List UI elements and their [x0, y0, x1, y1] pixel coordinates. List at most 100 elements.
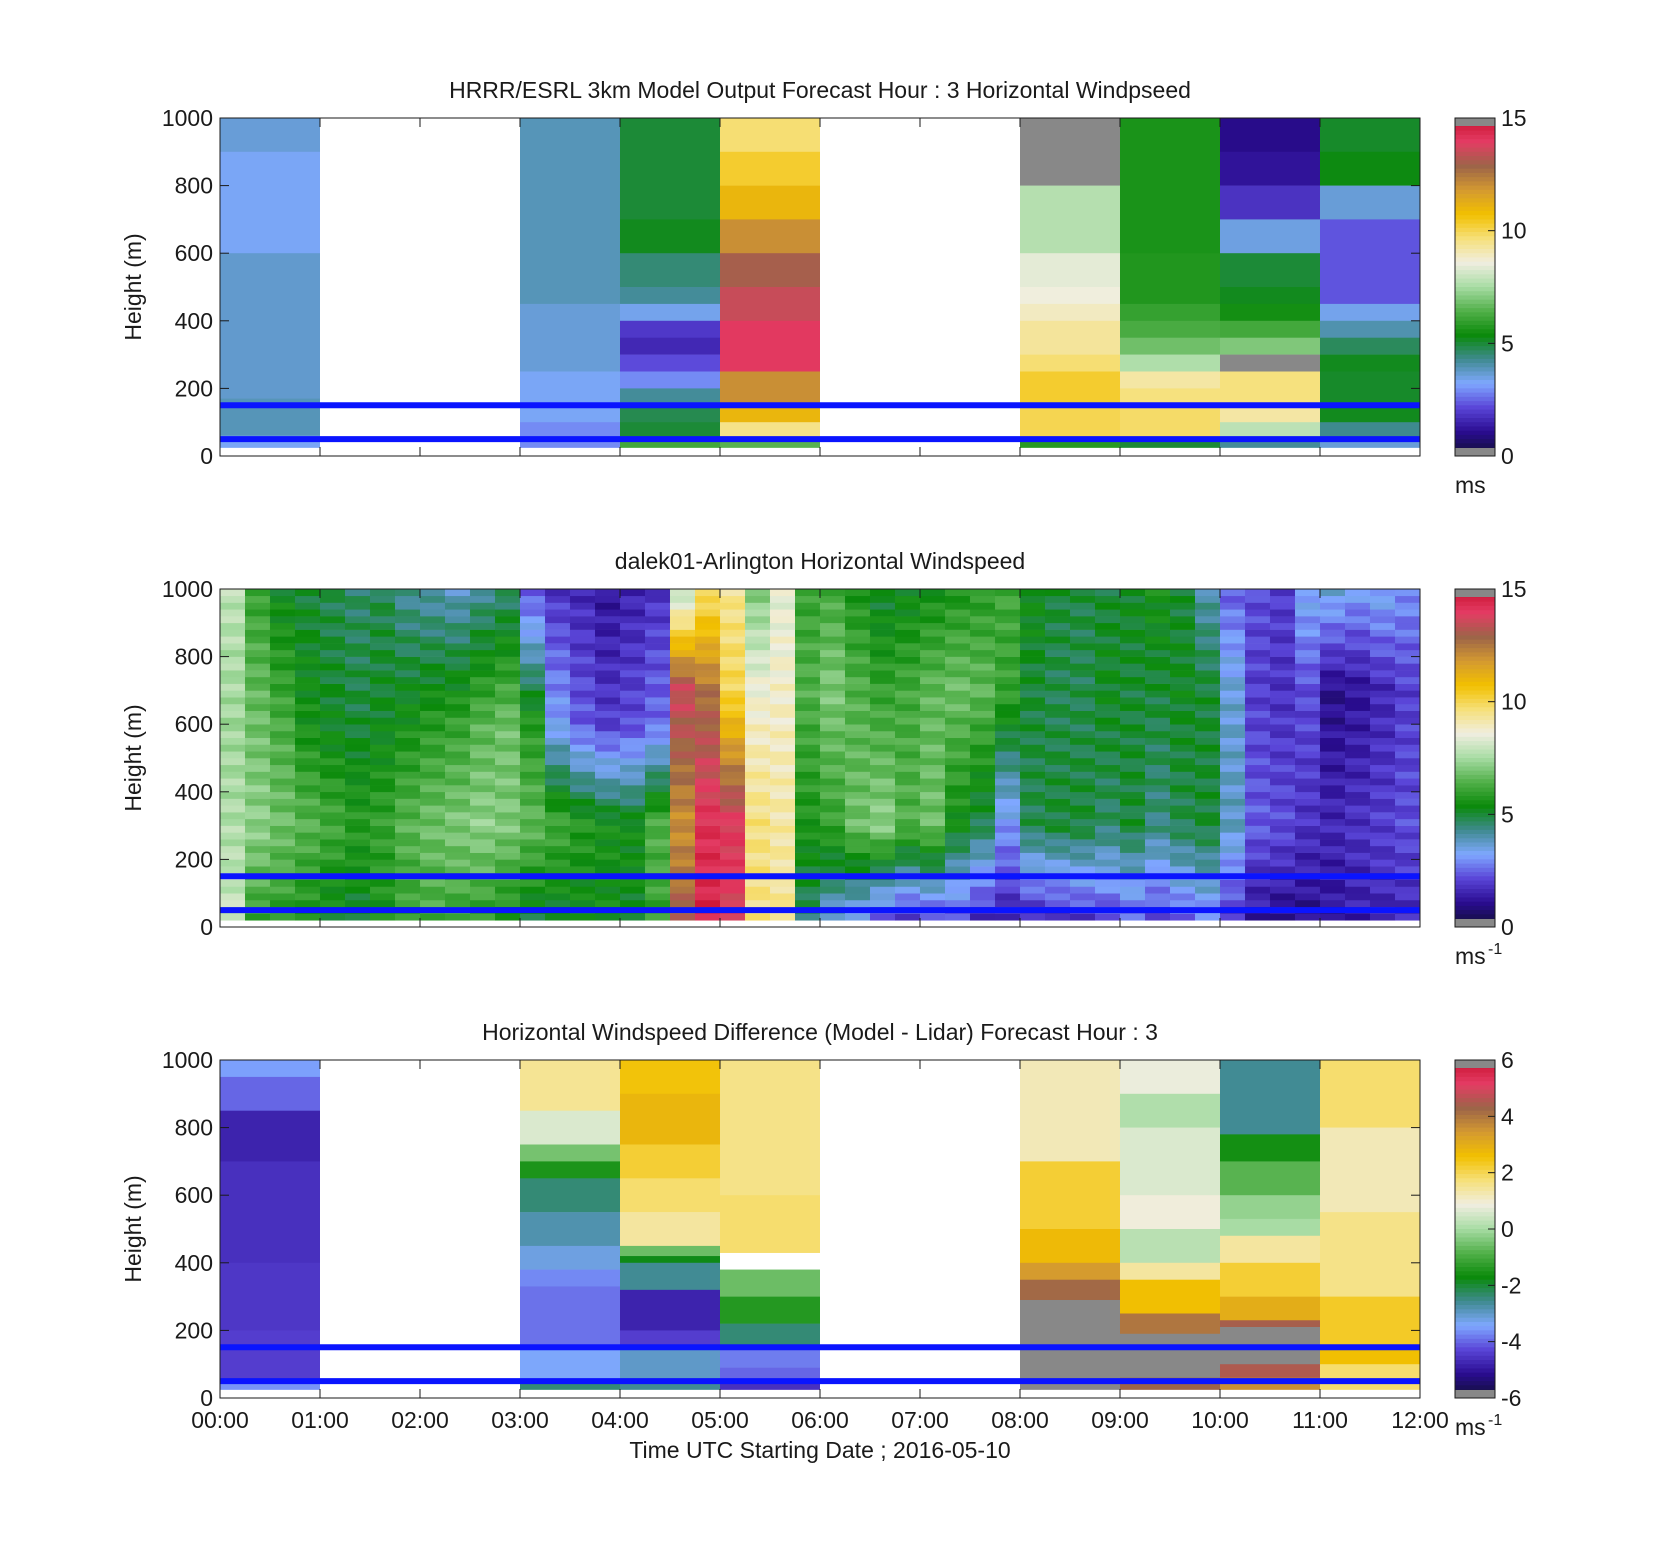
heatmap-cell	[220, 744, 246, 752]
heatmap-cell	[545, 859, 571, 867]
heatmap-cell	[1295, 589, 1321, 597]
heatmap-cell	[945, 683, 971, 691]
heatmap-cell	[1270, 798, 1296, 806]
heatmap-cell	[520, 744, 546, 752]
heatmap-cell	[420, 730, 446, 739]
heatmap-cell	[845, 589, 871, 597]
heatmap-cell	[1320, 219, 1420, 305]
colorbar-segment	[1455, 1140, 1495, 1145]
heatmap-cell	[745, 764, 771, 772]
heatmap-cell	[720, 899, 746, 908]
heatmap-cell	[245, 629, 271, 637]
heatmap-cell	[395, 771, 421, 779]
heatmap-cell	[1020, 879, 1046, 887]
heatmap-cell	[370, 737, 396, 745]
heatmap-cell	[545, 832, 571, 840]
colorbar-segment	[1455, 210, 1495, 216]
heatmap-cell	[895, 589, 921, 597]
heatmap-cell	[1020, 751, 1046, 759]
heatmap-cell	[720, 845, 746, 853]
colorbar-segment	[1455, 426, 1495, 432]
heatmap-cell	[795, 778, 821, 786]
heatmap-cell	[1020, 697, 1046, 705]
heatmap-cell	[1320, 405, 1420, 423]
heatmap-cell	[1020, 616, 1046, 624]
heatmap-cell	[1020, 439, 1120, 448]
colorbar-segment	[1455, 1152, 1495, 1158]
heatmap-cell	[795, 852, 821, 860]
heatmap-cell	[570, 730, 596, 739]
heatmap-cell	[795, 825, 821, 833]
heatmap-cell	[995, 778, 1021, 786]
heatmap-cell	[1070, 818, 1096, 826]
heatmap-cell	[1220, 879, 1246, 887]
colorbar-segment	[1455, 379, 1495, 385]
heatmap-cell	[920, 818, 946, 826]
colorbar-segment	[1455, 143, 1495, 148]
heatmap-cell	[1220, 185, 1320, 220]
heatmap-cell	[370, 703, 396, 711]
heatmap-cell	[995, 602, 1021, 610]
heatmap-cell	[1020, 589, 1046, 597]
heatmap-cell	[820, 602, 846, 610]
heatmap-cell	[820, 825, 846, 833]
heatmap-cell	[595, 778, 621, 786]
heatmap-cell	[1395, 839, 1421, 847]
heatmap-cell	[245, 649, 271, 657]
heatmap-cell	[995, 622, 1021, 630]
heatmap-cell	[1170, 798, 1196, 806]
colorbar-unit-exponent: -1	[1488, 1412, 1502, 1429]
heatmap-cell	[395, 643, 421, 651]
heatmap-cell	[970, 859, 996, 867]
heatmap-cell	[1245, 913, 1271, 921]
heatmap-cell	[870, 839, 896, 847]
heatmap-cell	[1370, 859, 1396, 867]
heatmap-cell	[870, 798, 896, 806]
heatmap-cell	[245, 609, 271, 617]
heatmap-cell	[570, 616, 596, 624]
heatmap-cell	[1120, 818, 1146, 826]
heatmap-cell	[820, 785, 846, 793]
heatmap-cell	[295, 703, 321, 711]
heatmap-cell	[1320, 609, 1346, 617]
colorbar-segment	[1455, 863, 1495, 869]
heatmap-cell	[1245, 670, 1271, 678]
heatmap-cell	[270, 818, 296, 826]
heatmap-cell	[270, 879, 296, 887]
heatmap-cell	[620, 388, 720, 406]
colorbar-segment	[1455, 800, 1495, 805]
colorbar-segment	[1455, 1376, 1495, 1382]
colorbar-segment	[1455, 834, 1495, 839]
heatmap-cell	[1345, 703, 1371, 711]
heatmap-cell	[1020, 656, 1046, 664]
heatmap-cell	[845, 778, 871, 786]
y-tick-label: 800	[175, 644, 213, 670]
heatmap-cell	[1370, 602, 1396, 610]
heatmap-cell	[670, 818, 696, 826]
heatmap-cell	[870, 663, 896, 671]
heatmap-cell	[495, 670, 521, 678]
heatmap-cell	[470, 730, 496, 739]
heatmap-cell	[770, 805, 796, 813]
heatmap-cell	[1295, 899, 1321, 908]
heatmap-cell	[1220, 724, 1246, 732]
colorbar-tick-label: 15	[1501, 576, 1527, 602]
heatmap-cell	[870, 785, 896, 793]
heatmap-cell	[1195, 845, 1221, 853]
heatmap-cell	[1195, 636, 1221, 644]
heatmap-cell	[1295, 663, 1321, 671]
heatmap-cell	[520, 609, 546, 617]
heatmap-cell	[1095, 859, 1121, 867]
heatmap-cell	[770, 764, 796, 772]
heatmap-cell	[345, 744, 371, 752]
heatmap-cell	[895, 818, 921, 826]
heatmap-cell	[1320, 602, 1346, 610]
heatmap-cell	[320, 643, 346, 651]
heatmap-cell	[1045, 744, 1071, 752]
heatmap-cell	[895, 812, 921, 820]
heatmap-cell	[1145, 751, 1171, 759]
heatmap-cell	[1020, 676, 1046, 684]
heatmap-cell	[1170, 710, 1196, 718]
heatmap-cell	[570, 758, 596, 766]
heatmap-cell	[520, 303, 620, 372]
